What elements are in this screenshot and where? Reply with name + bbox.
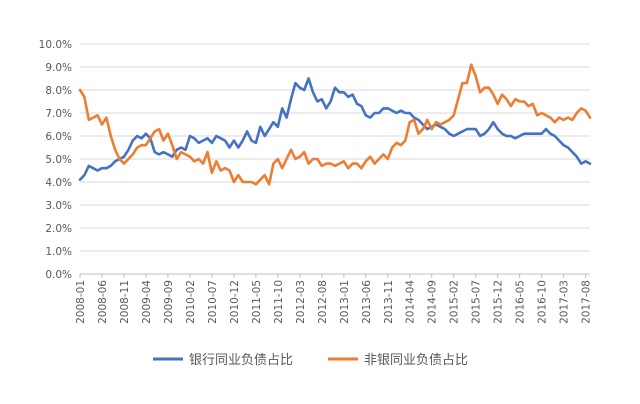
x-tick-label: 2010-02 <box>185 280 197 324</box>
x-tick-label: 2013-01 <box>339 280 351 324</box>
x-axis-tick-labels: 2008-01 2008-06 2008-11 2009-04 2009-09 2010-… <box>75 274 593 324</box>
y-tick-label: 5.0% <box>45 154 72 166</box>
x-tick-label: 2016-10 <box>537 280 549 324</box>
series-line-bank <box>78 77 592 181</box>
x-tick-label: 2008-06 <box>97 280 109 324</box>
x-tick-label: 2010-07 <box>207 280 219 324</box>
x-tick-label: 2012-08 <box>317 280 329 324</box>
x-tick-label: 2016-05 <box>515 280 527 324</box>
x-tick-label: 2013-11 <box>383 280 395 324</box>
x-tick-label: 2009-09 <box>163 280 175 324</box>
x-tick-label: 2017-08 <box>581 280 593 324</box>
x-tick-label: 2010-12 <box>229 280 241 324</box>
x-tick-label: 2009-04 <box>141 280 153 324</box>
y-axis-tick-labels: 0.0% 1.0% 2.0% 3.0% 4.0% 5.0% 6.0% 7.0% 8.0% 9.0%… <box>39 39 72 281</box>
x-tick-label: 2017-03 <box>559 280 571 324</box>
y-tick-label: 4.0% <box>45 177 72 189</box>
y-tick-label: 6.0% <box>45 131 72 143</box>
y-tick-label: 8.0% <box>45 85 72 97</box>
x-tick-label: 2014-09 <box>427 280 439 324</box>
x-tick-label: 2014-04 <box>405 280 417 324</box>
y-tick-label: 2.0% <box>45 223 72 235</box>
y-tick-label: 3.0% <box>45 200 72 212</box>
y-tick-label: 7.0% <box>45 108 72 120</box>
x-tick-label: 2015-02 <box>449 280 461 324</box>
x-tick-label: 2011-05 <box>251 280 263 324</box>
x-tick-label: 2008-01 <box>75 280 87 324</box>
y-tick-label: 1.0% <box>45 246 72 258</box>
legend-label-nonbank: 非银同业负债占比 <box>364 353 468 368</box>
series-lines <box>78 63 592 186</box>
x-tick-label: 2015-07 <box>471 280 483 324</box>
series-line-nonbank <box>78 63 592 186</box>
x-tick-label: 2012-03 <box>295 280 307 324</box>
y-tick-label: 0.0% <box>45 269 72 281</box>
legend-label-bank: 银行同业负债占比 <box>189 353 293 368</box>
x-tick-label: 2011-10 <box>273 280 285 324</box>
x-tick-label: 2008-11 <box>119 280 131 324</box>
gridlines <box>80 43 590 252</box>
y-tick-label: 9.0% <box>45 62 72 74</box>
x-tick-label: 2015-12 <box>493 280 505 324</box>
y-tick-label: 10.0% <box>39 39 72 51</box>
legend: 银行同业负债占比 非银同业负债占比 <box>153 353 468 368</box>
x-tick-label: 2013-06 <box>361 280 373 324</box>
